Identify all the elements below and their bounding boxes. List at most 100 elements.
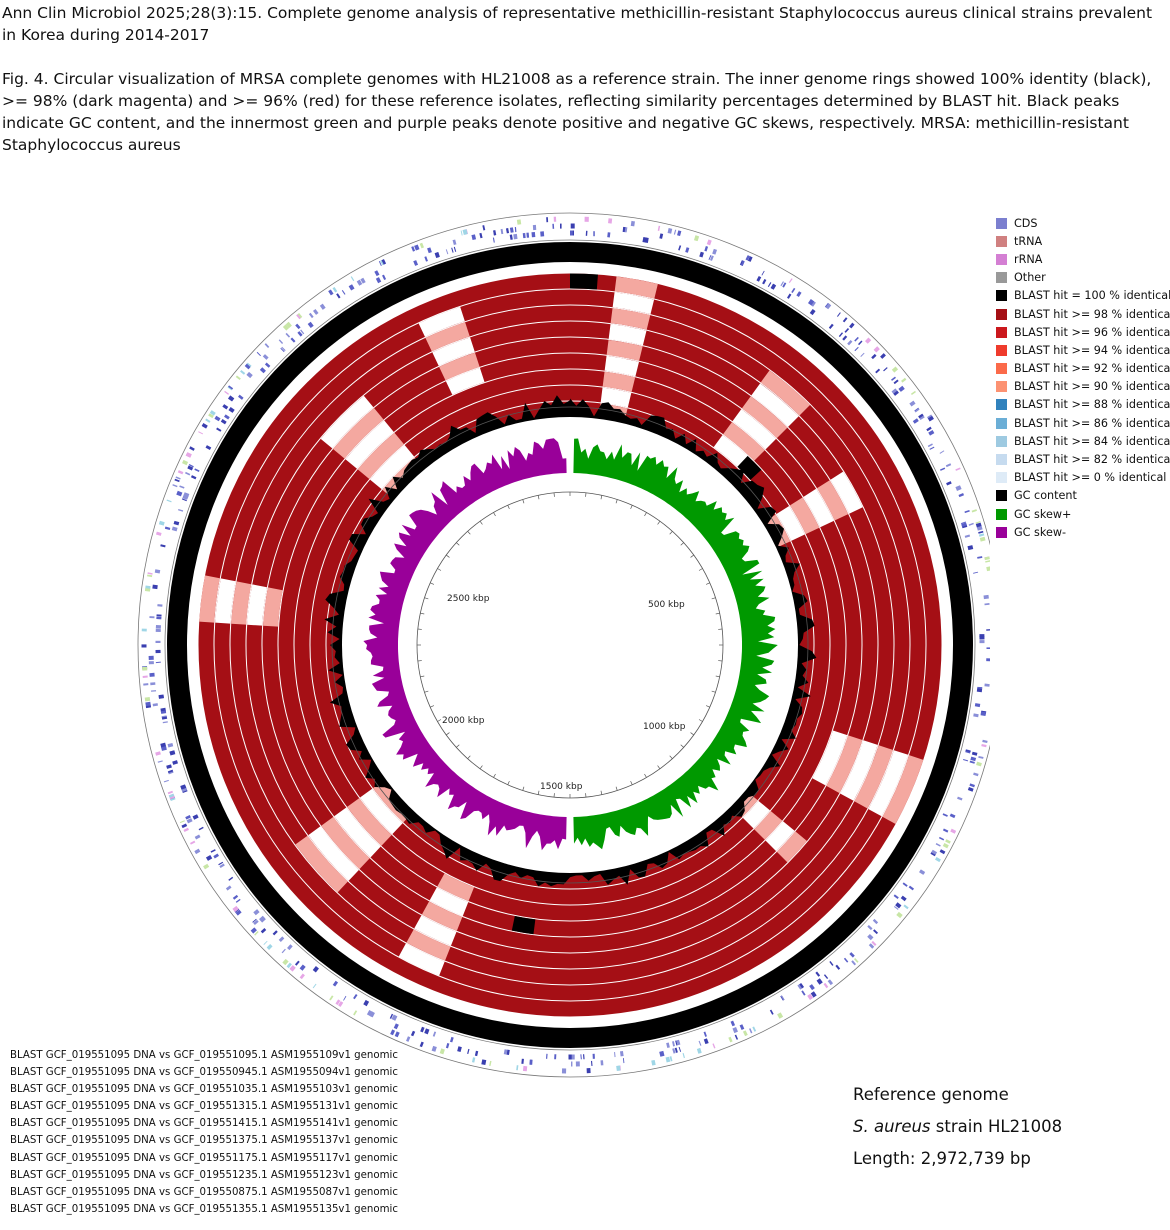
cds-feature: [227, 395, 235, 402]
cds-feature: [740, 260, 745, 267]
cds-feature: [928, 430, 935, 436]
cds-feature: [281, 346, 286, 352]
cds-feature: [976, 761, 982, 767]
cds-feature: [912, 418, 919, 424]
cds-feature: [873, 929, 879, 935]
blast-gap: [421, 901, 463, 931]
cds-feature: [209, 410, 216, 416]
cds-feature: [872, 918, 879, 925]
citation: Ann Clin Microbiol 2025;28(3):15. Comple…: [2, 4, 1153, 44]
cds-feature: [225, 885, 232, 891]
cds-feature: [769, 1009, 774, 1015]
blast-gap: [445, 367, 485, 395]
kbp-tick: [420, 612, 425, 615]
cds-feature: [187, 465, 194, 471]
cds-feature: [181, 823, 188, 829]
legend-label: BLAST hit >= 98 % identical: [1014, 307, 1170, 321]
cds-feature: [926, 426, 932, 432]
cds-feature: [260, 928, 267, 934]
cds-feature: [449, 1036, 454, 1043]
cds-feature: [353, 1010, 358, 1016]
kbp-tick: [537, 495, 540, 500]
cds-feature: [767, 282, 772, 288]
cds-feature: [250, 927, 257, 934]
kbp-tick: [630, 505, 633, 510]
cds-feature: [696, 1048, 702, 1054]
kbp-tick: [711, 690, 716, 693]
kbp-tick: [669, 531, 673, 535]
cds-feature: [160, 742, 167, 748]
cds-feature: [864, 337, 872, 344]
blast-gap: [606, 339, 643, 361]
cds-feature: [439, 1048, 445, 1055]
cds-feature: [971, 751, 978, 756]
blast-gap: [604, 355, 639, 377]
blast-gap: [360, 788, 403, 835]
cds-feature: [659, 1050, 665, 1057]
kbp-tick: [446, 554, 450, 558]
cds-feature: [979, 536, 986, 542]
blast-gap: [333, 408, 384, 459]
cds-feature: [849, 952, 855, 958]
cds-feature: [338, 1001, 344, 1007]
cds-feature: [410, 1030, 416, 1037]
cds-feature: [167, 743, 174, 748]
legend-item-blast-82: BLAST hit >= 82 % identical: [996, 450, 1170, 468]
cds-feature: [900, 895, 907, 902]
kbp-tick: [467, 531, 471, 535]
kbp-tick: [705, 582, 710, 585]
blast-gap: [345, 420, 394, 469]
cds-feature: [205, 418, 211, 423]
cds-feature: [389, 1013, 394, 1019]
cds-feature: [328, 289, 334, 296]
blast-track-label: BLAST GCF_019551095 DNA vs GCF_019550875…: [10, 1186, 398, 1198]
cds-feature: [838, 332, 844, 338]
cds-feature: [174, 478, 180, 483]
kbp-tick: [479, 765, 483, 769]
legend-item-blast-0: BLAST hit >= 0 % identical: [996, 469, 1168, 487]
legend-swatch: [996, 399, 1007, 411]
figure-caption: Fig. 4. Circular visualization of MRSA c…: [2, 70, 1152, 154]
cds-feature: [394, 1031, 400, 1038]
blast-gap: [789, 497, 820, 535]
kbp-tick: [705, 705, 710, 708]
cds-feature: [353, 994, 358, 1000]
cds-feature: [787, 293, 792, 299]
reference-genome-info: Reference genome S. aureus strain HL2100…: [853, 1083, 1062, 1179]
cds-feature: [228, 876, 234, 881]
blast-track-label: BLAST GCF_019551095 DNA vs GCF_019551095…: [10, 1050, 398, 1061]
blast-track-list: BLAST GCF_019551095 DNA vs GCF_019551095…: [10, 1047, 398, 1218]
cds-feature: [256, 351, 261, 357]
cds-feature: [984, 556, 990, 561]
cds-feature: [203, 863, 210, 870]
cds-feature: [873, 346, 880, 353]
cds-feature: [154, 569, 161, 574]
blast-gap: [357, 432, 405, 480]
cds-feature: [791, 287, 796, 294]
cds-feature: [883, 367, 888, 372]
cds-feature: [194, 848, 201, 855]
kbp-ticks: [417, 492, 723, 798]
kbp-tick: [456, 542, 460, 546]
legend-item-gc-skew-neg: GC skew-: [996, 523, 1168, 541]
cds-feature: [319, 303, 326, 310]
reference-heading: Reference genome: [853, 1085, 1009, 1104]
cds-feature: [194, 834, 201, 840]
kbp-tick: [467, 755, 471, 759]
cds-feature: [171, 526, 178, 532]
blast-gap: [263, 587, 283, 627]
cds-feature: [406, 1036, 411, 1042]
cds-feature: [942, 813, 948, 817]
blast-gap: [199, 575, 220, 623]
blast-gap: [732, 409, 777, 450]
cds-feature: [224, 390, 230, 395]
cds-feature: [699, 251, 704, 258]
legend-label: BLAST hit = 100 % identical: [1014, 289, 1170, 303]
cds-feature: [166, 764, 172, 769]
legend-swatch: [996, 326, 1007, 338]
cds-feature: [749, 1028, 753, 1034]
blast-gap: [432, 337, 475, 366]
blast-gap: [429, 887, 469, 917]
cds-feature: [672, 1048, 676, 1054]
kbp-tick: [698, 568, 703, 571]
